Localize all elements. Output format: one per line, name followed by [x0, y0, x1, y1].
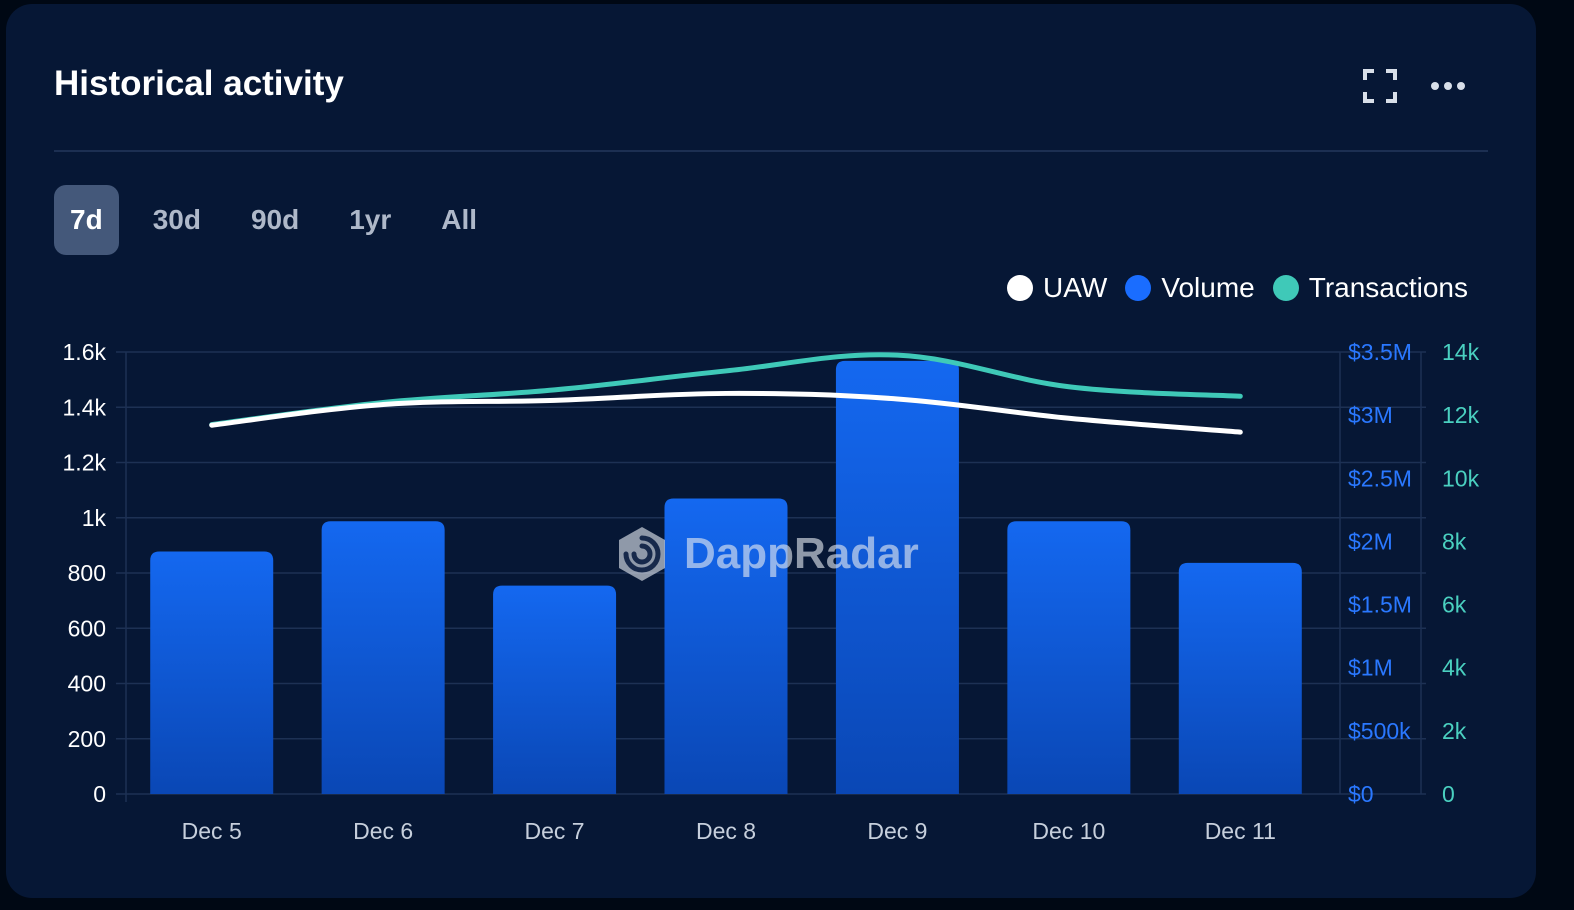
legend-item-transactions[interactable]: Transactions	[1272, 272, 1468, 304]
volume-bar[interactable]	[493, 585, 617, 794]
time-range-tabs: 7d 30d 90d 1yr All	[54, 185, 511, 255]
tab-1yr[interactable]: 1yr	[349, 204, 392, 235]
legend-label-volume: Volume	[1161, 272, 1255, 303]
uaw-tick-label: 0	[93, 781, 106, 807]
x-tick-label: Dec 7	[525, 818, 585, 844]
legend-dot-transactions	[1272, 275, 1299, 301]
uaw-tick-label: 1.6k	[63, 339, 107, 365]
tab-90d[interactable]: 90d	[250, 204, 300, 235]
chart-legend: UAW Volume Transactions	[989, 272, 1468, 304]
historical-activity-card: Historical activity 7d 30d 90d 1yr All U…	[6, 4, 1536, 898]
volume-tick-label: $1.5M	[1348, 592, 1412, 618]
uaw-tick-label: 600	[68, 615, 106, 641]
transactions-tick-label: 4k	[1442, 655, 1467, 681]
tab-all[interactable]: All	[441, 204, 478, 235]
legend-label-uaw: UAW	[1043, 272, 1108, 303]
transactions-tick-label: 12k	[1442, 402, 1480, 428]
historical-activity-chart: 0 200 400 600 800 1k 1.2k 1.4k 1.6k $0 $500k $1M $1.…	[63, 339, 1480, 844]
uaw-line[interactable]	[209, 390, 1243, 435]
x-tick-label: Dec 11	[1205, 818, 1276, 844]
x-tick-label: Dec 10	[1032, 818, 1105, 844]
tab-30d[interactable]: 30d	[152, 204, 201, 235]
transactions-line[interactable]	[209, 352, 1243, 428]
legend-label-transactions: Transactions	[1308, 272, 1468, 303]
transactions-tick-label: 6k	[1442, 592, 1467, 618]
volume-tick-label: $2M	[1348, 528, 1393, 554]
dappradar-logo-icon	[619, 527, 665, 581]
volume-tick-label: $0	[1348, 781, 1374, 807]
volume-bar[interactable]	[150, 551, 274, 794]
more-options-button[interactable]	[1429, 66, 1467, 106]
uaw-tick-label: 800	[68, 560, 106, 586]
watermark-text: DappRadar	[684, 529, 919, 578]
dappradar-watermark: DappRadar	[612, 524, 919, 584]
more-horizontal-icon	[1431, 82, 1465, 90]
transactions-tick-label: 0	[1442, 781, 1455, 807]
expand-button[interactable]	[1361, 66, 1399, 106]
volume-tick-label: $500k	[1348, 718, 1411, 744]
uaw-tick-label: 1k	[82, 505, 107, 531]
volume-bar[interactable]	[1178, 562, 1302, 794]
volume-tick-label: $3M	[1348, 402, 1393, 428]
volume-tick-label: $1M	[1348, 655, 1393, 681]
volume-bar[interactable]	[1007, 521, 1131, 794]
volume-bar[interactable]	[321, 521, 445, 794]
x-tick-label: Dec 9	[867, 818, 927, 844]
uaw-tick-label: 200	[68, 726, 106, 752]
header-actions	[1361, 66, 1467, 106]
expand-icon	[1363, 69, 1397, 103]
legend-dot-volume	[1125, 275, 1152, 301]
legend-dot-uaw	[1007, 275, 1034, 301]
transactions-tick-label: 2k	[1442, 718, 1467, 744]
uaw-tick-label: 1.4k	[63, 394, 107, 420]
x-tick-label: Dec 5	[182, 818, 242, 844]
legend-item-volume[interactable]: Volume	[1125, 272, 1255, 304]
x-tick-label: Dec 8	[696, 818, 756, 844]
transactions-tick-label: 10k	[1442, 465, 1480, 491]
uaw-tick-label: 400	[68, 671, 106, 697]
axis-labels: 0 200 400 600 800 1k 1.2k 1.4k 1.6k $0 $500k $1M $1.…	[63, 339, 1480, 844]
legend-item-uaw[interactable]: UAW	[1007, 272, 1107, 304]
transactions-tick-label: 8k	[1442, 528, 1467, 554]
card-title: Historical activity	[54, 64, 344, 103]
volume-bars	[150, 360, 1302, 794]
transactions-tick-label: 14k	[1442, 339, 1480, 365]
uaw-tick-label: 1.2k	[63, 450, 107, 476]
trend-lines	[209, 352, 1243, 435]
x-tick-label: Dec 6	[353, 818, 413, 844]
volume-tick-label: $3.5M	[1348, 339, 1412, 365]
volume-tick-label: $2.5M	[1348, 465, 1412, 491]
header-divider	[54, 150, 1488, 152]
volume-bar[interactable]	[835, 360, 959, 794]
tab-7d[interactable]: 7d	[54, 185, 119, 255]
volume-bar[interactable]	[664, 498, 788, 794]
